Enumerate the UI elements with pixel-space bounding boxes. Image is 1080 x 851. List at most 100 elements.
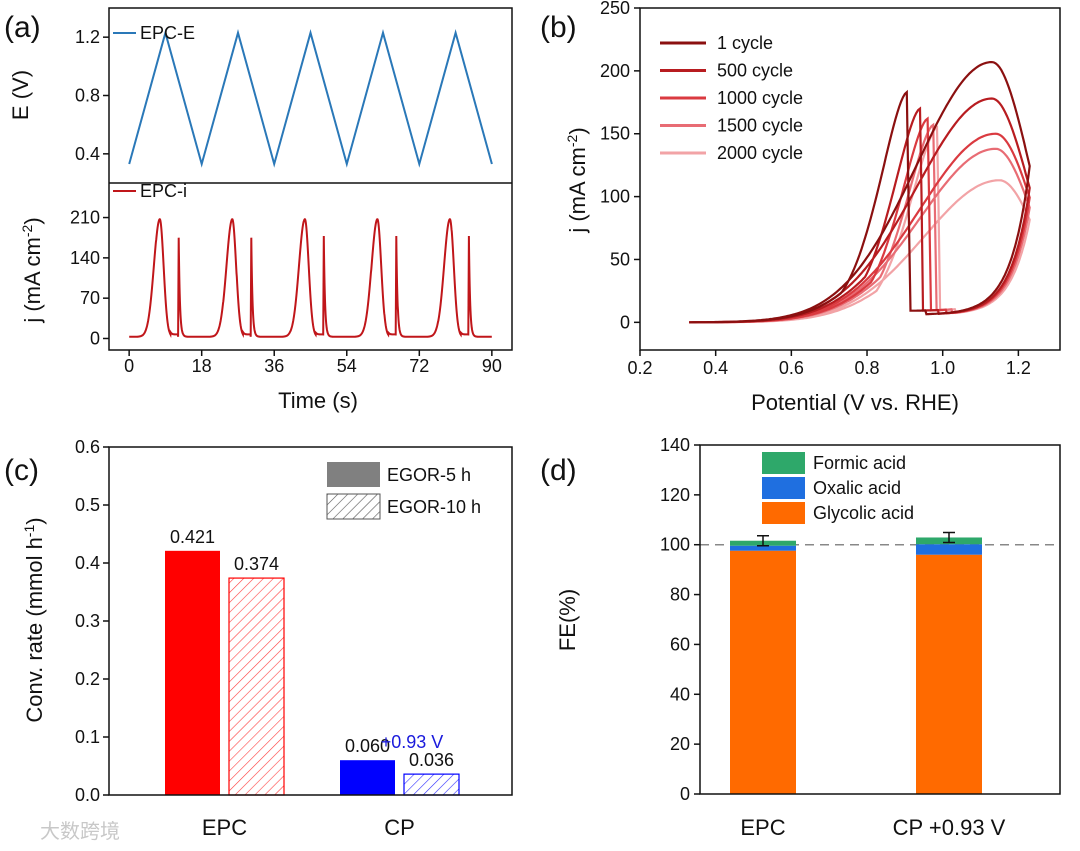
bar-CP-EGOR-10 h: [403, 773, 460, 796]
y-tick-label: 50: [610, 249, 630, 269]
y-bottom-tick-label: 210: [70, 208, 100, 228]
y-axis-label: j (mA cm-2): [564, 127, 590, 233]
legend-label: 1 cycle: [717, 33, 773, 53]
bar-value-label: 0.374: [234, 554, 279, 574]
y-axis-label-top: E (V): [8, 70, 33, 120]
legend-label: 500 cycle: [717, 61, 793, 81]
error-bar: [943, 531, 955, 544]
x-tick-label: 0.4: [703, 358, 728, 378]
legend-swatch: [762, 477, 805, 499]
x-tick-label: 18: [192, 356, 212, 376]
y-tick-label: 200: [600, 61, 630, 81]
y-tick-label: 0.6: [75, 437, 100, 457]
x-tick-label: 1.0: [930, 358, 955, 378]
y-axis-label-bottom: j (mA cm-2): [19, 217, 45, 323]
y-axis-label: FE(%): [555, 589, 580, 651]
bar-CP-EGOR-5 h: [340, 760, 395, 795]
y-tick-label: 150: [600, 124, 630, 144]
bar-segment-Oxalic-acid: [916, 544, 982, 555]
x-tick-label: 72: [409, 356, 429, 376]
x-tick-label: 90: [482, 356, 502, 376]
y-tick-label: 120: [660, 485, 690, 505]
legend-swatch: [762, 452, 805, 474]
legend-swatch: [326, 493, 381, 520]
x-axis-label: Time (s): [278, 388, 358, 413]
y-tick-label: 40: [670, 684, 690, 704]
series-line-epc-e: [128, 29, 493, 168]
x-tick-label: 54: [337, 356, 357, 376]
legend-label: Oxalic acid: [813, 478, 901, 498]
y-tick-label: 80: [670, 585, 690, 605]
y-tick-label: 0.0: [75, 785, 100, 805]
series-line-1000-cycle: [689, 116, 1031, 324]
plot-frame: [639, 7, 1061, 351]
x-category-label: EPC: [202, 815, 247, 840]
x-category-label: CP: [384, 815, 415, 840]
bar-segment-Glycolic-acid: [916, 554, 982, 794]
legend-label: EPC-i: [140, 181, 187, 201]
y-bottom-tick-label: 70: [80, 288, 100, 308]
y-tick-label: 0.3: [75, 611, 100, 631]
legend-label: 2000 cycle: [717, 143, 803, 163]
y-bottom-tick-label: 140: [70, 248, 100, 268]
annotation-potential: +0.93 V: [381, 732, 444, 752]
bar-value-label: 0.060: [345, 736, 390, 756]
bar-segment-Oxalic-acid: [730, 545, 796, 551]
y-tick-label: 0.1: [75, 727, 100, 747]
y-tick-label: 20: [670, 734, 690, 754]
x-tick-label: 0.8: [855, 358, 880, 378]
y-tick-label: 0.4: [75, 553, 100, 573]
panel-b: (b) 0 50 100 150 200 250 0.2 0.4 0.6 0.8 1.0 1.2 j (m…: [540, 0, 1061, 415]
x-tick-label: 1.2: [1006, 358, 1031, 378]
y-tick-label: 0: [620, 312, 630, 332]
y-top-tick-label: 0.8: [75, 86, 100, 106]
legend-swatch: [327, 462, 380, 487]
x-tick-label: 0.2: [627, 358, 652, 378]
y-tick-label: 0.2: [75, 669, 100, 689]
bar-value-label: 0.421: [170, 527, 215, 547]
y-bottom-tick-label: 0: [90, 328, 100, 348]
x-category-label: EPC: [740, 815, 785, 840]
y-tick-label: 250: [600, 0, 630, 18]
panel-label: (c): [4, 454, 39, 487]
series-line-1-cycle: [689, 61, 1031, 324]
y-tick-label: 100: [660, 535, 690, 555]
x-tick-label: 0.6: [779, 358, 804, 378]
x-tick-label: 36: [264, 356, 284, 376]
y-tick-label: 0: [680, 784, 690, 804]
y-tick-label: 100: [600, 187, 630, 207]
legend-label: EGOR-5 h: [387, 465, 471, 485]
legend-label: EPC-E: [140, 23, 195, 43]
panel-label: (b): [540, 11, 577, 44]
legend-label: 1500 cycle: [717, 116, 803, 136]
bar-value-label: 0.036: [409, 750, 454, 770]
y-tick-label: 0.5: [75, 495, 100, 515]
series-line-epc-i: [129, 218, 492, 338]
legend-label: EGOR-10 h: [387, 497, 481, 517]
plot-frame: [108, 7, 513, 351]
panel-c: (c) 0.421 0.374 EPC 0.060 0.036 CP +0.93 V 0.0 0.…: [4, 437, 513, 840]
watermark: 大数跨境: [40, 820, 120, 843]
bar-EPC-EGOR-5 h: [165, 550, 220, 795]
plot-frame: [699, 444, 1061, 795]
x-axis-label: Potential (V vs. RHE): [751, 390, 959, 415]
legend-label: Formic acid: [813, 453, 906, 473]
y-top-tick-label: 1.2: [75, 27, 100, 47]
legend-swatch: [762, 502, 805, 524]
y-axis-label: Conv. rate (mmol h-1): [21, 517, 47, 722]
error-bar: [757, 534, 769, 547]
bar-EPC-EGOR-10 h: [228, 577, 285, 796]
legend-label: Glycolic acid: [813, 503, 914, 523]
y-tick-label: 140: [660, 435, 690, 455]
y-tick-label: 60: [670, 634, 690, 654]
panel-label: (d): [540, 454, 577, 487]
legend-label: 1000 cycle: [717, 88, 803, 108]
x-category-label: CP +0.93 V: [893, 815, 1006, 840]
panel-label: (a): [4, 11, 41, 44]
panel-d: (d) EPC CP +0.93 V 0 20 40 60 80 100 120 140 FE(%) F…: [540, 435, 1061, 840]
y-top-tick-label: 0.4: [75, 144, 100, 164]
panel-a: (a) 0.4 0.8 1.2 0 70 140 210 0 18 36 54 72 90 E (V) j (…: [4, 7, 513, 413]
bar-segment-Glycolic-acid: [730, 550, 796, 794]
x-tick-label: 0: [124, 356, 134, 376]
